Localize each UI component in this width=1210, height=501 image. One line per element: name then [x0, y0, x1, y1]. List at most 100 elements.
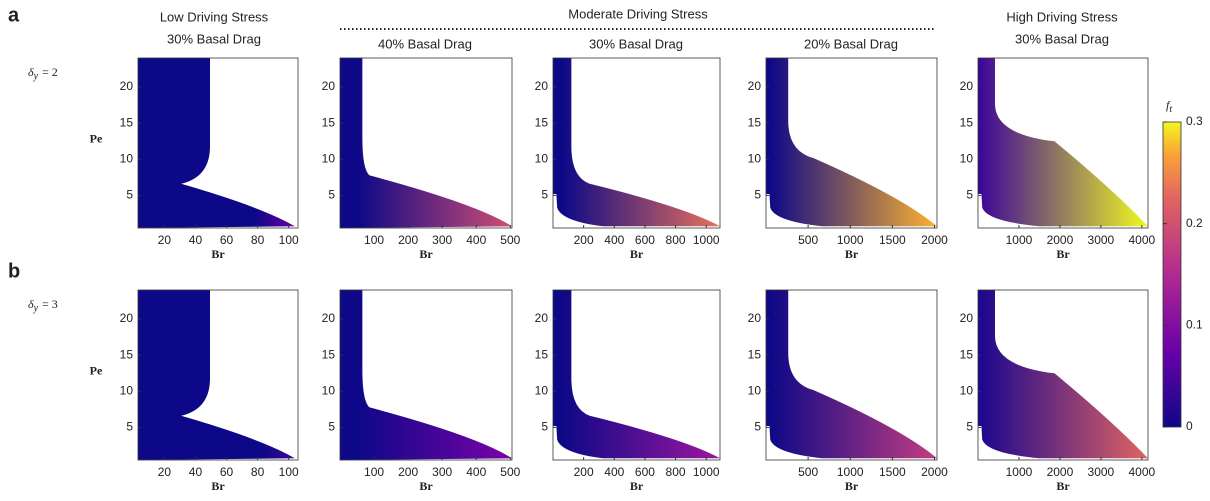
- x-tick-label: 200: [398, 465, 418, 479]
- y-tick-label: 5: [966, 420, 973, 434]
- colorbar-label: ft: [1166, 98, 1172, 116]
- plot-frame: [552, 57, 721, 229]
- y-tick-label: 15: [748, 347, 762, 361]
- field-region: [340, 58, 512, 228]
- y-tick-label: 10: [748, 151, 762, 165]
- x-tick-label: 80: [251, 233, 265, 247]
- field-region: [978, 290, 1148, 459]
- y-tick-label: 20: [748, 311, 762, 325]
- x-tick-label: 200: [398, 233, 418, 247]
- x-tick-label: 1000: [693, 465, 720, 479]
- x-tick-label: 600: [635, 233, 655, 247]
- x-tick-label: 100: [279, 465, 299, 479]
- plot-frame: [339, 57, 513, 229]
- field-region: [138, 290, 295, 460]
- y-tick-label: 20: [535, 79, 549, 93]
- x-tick-label: 500: [798, 233, 818, 247]
- x-axis-label: Br: [1056, 479, 1070, 493]
- colorbar-tick-label: 0.2: [1186, 216, 1203, 230]
- y-tick-label: 15: [120, 115, 134, 129]
- y-tick-label: 10: [322, 151, 336, 165]
- y-tick-label: 5: [126, 420, 133, 434]
- y-tick-label: 10: [960, 151, 974, 165]
- column-subtitle: 20% Basal Drag: [804, 36, 898, 51]
- field-region: [766, 290, 937, 459]
- y-tick-label: 5: [966, 188, 973, 202]
- x-tick-label: 100: [364, 465, 384, 479]
- y-tick-label: 15: [960, 115, 974, 129]
- x-tick-label: 400: [466, 465, 486, 479]
- y-axis-label: Pe: [90, 363, 103, 377]
- plot-frame: [137, 57, 299, 229]
- y-tick-label: 15: [535, 347, 549, 361]
- y-tick-label: 10: [535, 383, 549, 397]
- x-tick-label: 300: [432, 465, 452, 479]
- x-axis-label: Br: [419, 479, 433, 493]
- plot-frame: [137, 289, 299, 461]
- plot-frame: [765, 57, 938, 229]
- x-tick-label: 500: [500, 465, 520, 479]
- y-tick-label: 20: [960, 79, 974, 93]
- x-tick-label: 3000: [1088, 233, 1115, 247]
- x-tick-label: 2000: [1047, 465, 1074, 479]
- x-tick-label: 400: [604, 233, 624, 247]
- field-region: [340, 290, 512, 460]
- x-tick-label: 1000: [1006, 465, 1033, 479]
- plot-frame: [339, 289, 513, 461]
- x-tick-label: 20: [158, 233, 172, 247]
- column-subtitle: 30% Basal Drag: [167, 31, 261, 46]
- group-header: Moderate Driving Stress: [568, 6, 708, 21]
- x-tick-label: 60: [220, 465, 234, 479]
- field-region: [978, 58, 1148, 227]
- column-subtitle: 40% Basal Drag: [378, 36, 472, 51]
- x-tick-label: 1000: [1006, 233, 1033, 247]
- column-title: High Driving Stress: [1006, 9, 1118, 24]
- x-tick-label: 100: [279, 233, 299, 247]
- x-tick-label: 2000: [921, 233, 948, 247]
- x-tick-label: 80: [251, 465, 265, 479]
- y-tick-label: 15: [535, 115, 549, 129]
- colorbar-tick-label: 0.3: [1186, 114, 1203, 128]
- y-tick-label: 5: [126, 188, 133, 202]
- x-tick-label: 300: [432, 233, 452, 247]
- x-tick-label: 3000: [1088, 465, 1115, 479]
- y-tick-label: 20: [748, 79, 762, 93]
- y-tick-label: 5: [754, 188, 761, 202]
- y-tick-label: 10: [960, 383, 974, 397]
- panel-label: a: [8, 4, 20, 26]
- panel-label: b: [8, 260, 20, 282]
- y-tick-label: 15: [960, 347, 974, 361]
- x-tick-label: 4000: [1129, 465, 1156, 479]
- y-tick-label: 20: [120, 311, 134, 325]
- y-tick-label: 15: [322, 347, 336, 361]
- colorbar: [1162, 121, 1182, 428]
- x-tick-label: 200: [574, 465, 594, 479]
- x-tick-label: 40: [189, 233, 203, 247]
- y-tick-label: 5: [328, 420, 335, 434]
- y-tick-label: 20: [535, 311, 549, 325]
- y-tick-label: 20: [322, 79, 336, 93]
- x-tick-label: 4000: [1129, 233, 1156, 247]
- plot-frame: [552, 289, 721, 461]
- x-axis-label: Br: [211, 479, 225, 493]
- x-axis-label: Br: [1056, 247, 1070, 261]
- y-tick-label: 5: [541, 420, 548, 434]
- x-axis-label: Br: [419, 247, 433, 261]
- field-region: [766, 58, 937, 227]
- x-tick-label: 200: [574, 233, 594, 247]
- x-tick-label: 1000: [837, 233, 864, 247]
- x-tick-label: 2000: [921, 465, 948, 479]
- column-subtitle: 30% Basal Drag: [1015, 31, 1109, 46]
- x-axis-label: Br: [845, 247, 859, 261]
- field-region: [553, 290, 720, 459]
- x-tick-label: 100: [364, 233, 384, 247]
- y-tick-label: 10: [120, 151, 134, 165]
- x-axis-label: Br: [845, 479, 859, 493]
- x-tick-label: 400: [604, 465, 624, 479]
- y-tick-label: 10: [120, 383, 134, 397]
- x-tick-label: 60: [220, 233, 234, 247]
- x-tick-label: 1500: [879, 233, 906, 247]
- plot-frame: [977, 57, 1149, 229]
- x-tick-label: 500: [798, 465, 818, 479]
